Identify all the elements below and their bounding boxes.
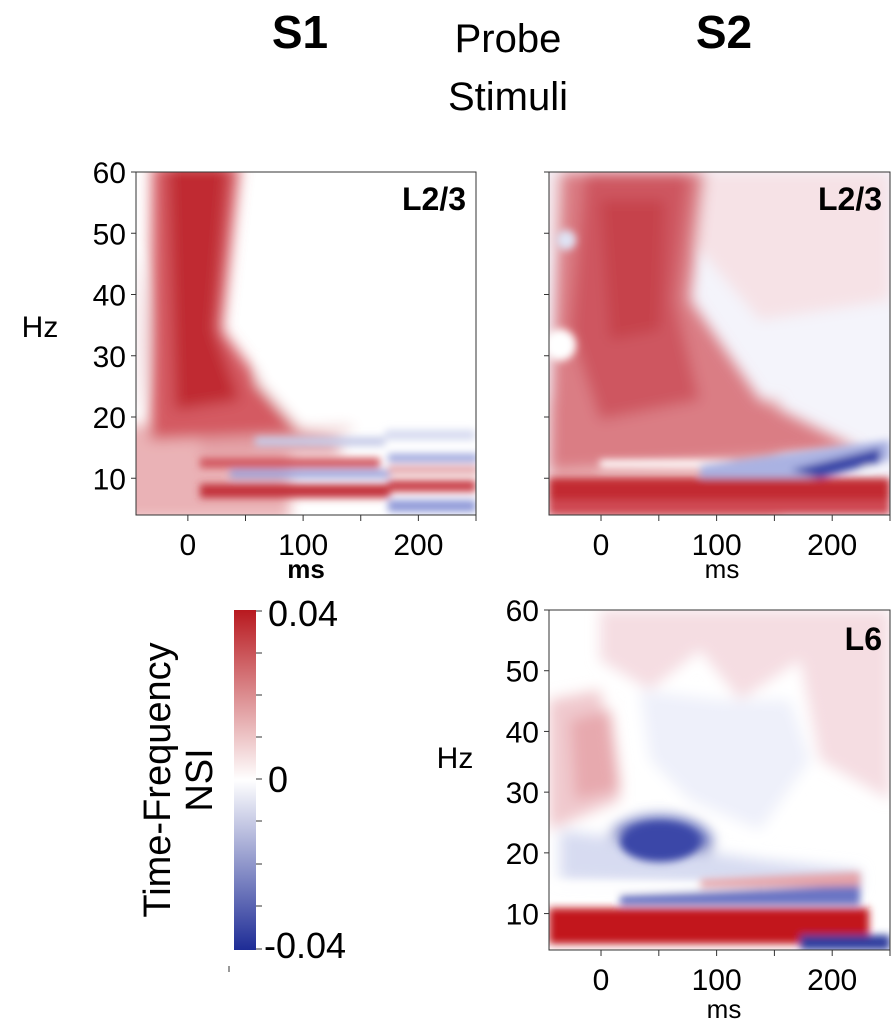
xlabel-s1-l23: ms	[287, 554, 325, 584]
colorbar-max-label: 0.04	[268, 593, 338, 634]
y-tick-label-s1_l23-30: 30	[93, 341, 126, 374]
axes-s2-l23: 0 100 200	[544, 171, 891, 562]
x-tick-label-s1_l23-0: 0	[180, 529, 197, 562]
header-s2: S2	[696, 6, 752, 58]
y-tick-label-s2_l6-60: 60	[506, 595, 539, 628]
y-tick-label-s1_l23-40: 40	[93, 280, 126, 313]
colorbar: 0.04 0 -0.04 Time-Frequency NSI	[137, 593, 346, 972]
x-tick-label-s2_l23-100: 100	[692, 529, 742, 562]
axes-s2-l6: 0 100 200 10 20 30 40 50 60	[506, 595, 891, 997]
header-s1: S1	[272, 6, 328, 58]
y-tick-label-s1_l23-60: 60	[93, 157, 126, 190]
heatmap-s1-l23: 0 100 200 10 20 30 40 50 60 L2/3 Hz ms	[22, 157, 477, 584]
header-stimuli: Stimuli	[448, 75, 568, 119]
y-tick-label-s2_l6-30: 30	[506, 777, 539, 810]
colorbar-title-line2: NSI	[179, 748, 221, 811]
y-tick-label-s2_l6-50: 50	[506, 656, 539, 689]
panel-label-s2-l23: L2/3	[818, 181, 882, 217]
heatmap-s2-l23: 0 100 200 L2/3 ms	[544, 171, 891, 584]
xlabel-s2-l23: ms	[705, 554, 740, 584]
ylabel-s2-l6: Hz	[437, 742, 474, 775]
colorbar-gradient	[234, 610, 256, 950]
y-tick-label-s1_l23-50: 50	[93, 218, 126, 251]
y-tick-label-s1_l23-10: 10	[93, 463, 126, 496]
colorbar-min-label: -0.04	[264, 925, 346, 966]
heatmap-s2-l23-image	[549, 172, 890, 515]
heatmap-s1-l23-image	[136, 172, 476, 515]
heatmap-s2-l6-image	[549, 610, 890, 950]
y-tick-label-s1_l23-20: 20	[93, 402, 126, 435]
x-tick-label-s2_l23-200: 200	[807, 529, 857, 562]
axes-s1-l23: 0 100 200 10 20 30 40 50 60	[93, 157, 477, 562]
xlabel-s2-l6: ms	[707, 994, 742, 1024]
panel-label-s1-l23: L2/3	[402, 181, 466, 217]
header-probe: Probe	[455, 17, 562, 61]
x-tick-label-s2_l6-0: 0	[593, 964, 610, 997]
panel-label-s2-l6: L6	[845, 621, 882, 657]
y-tick-label-s2_l6-20: 20	[506, 838, 539, 871]
x-tick-label-s1_l23-200: 200	[393, 529, 443, 562]
colorbar-ticks	[228, 610, 262, 972]
colorbar-title-line1: Time-Frequency	[137, 642, 179, 917]
x-tick-label-s2_l6-100: 100	[692, 964, 742, 997]
x-tick-label-s1_l23-100: 100	[278, 529, 328, 562]
heatmap-s2-l6: 0 100 200 10 20 30 40 50 60 L6 Hz ms	[437, 595, 891, 1024]
colorbar-zero-label: 0	[268, 759, 288, 800]
x-tick-label-s2_l23-0: 0	[593, 529, 610, 562]
y-tick-label-s2_l6-10: 10	[506, 899, 539, 932]
y-tick-label-s2_l6-40: 40	[506, 716, 539, 749]
ylabel-s1-l23: Hz	[22, 311, 59, 344]
x-tick-label-s2_l6-200: 200	[807, 964, 857, 997]
